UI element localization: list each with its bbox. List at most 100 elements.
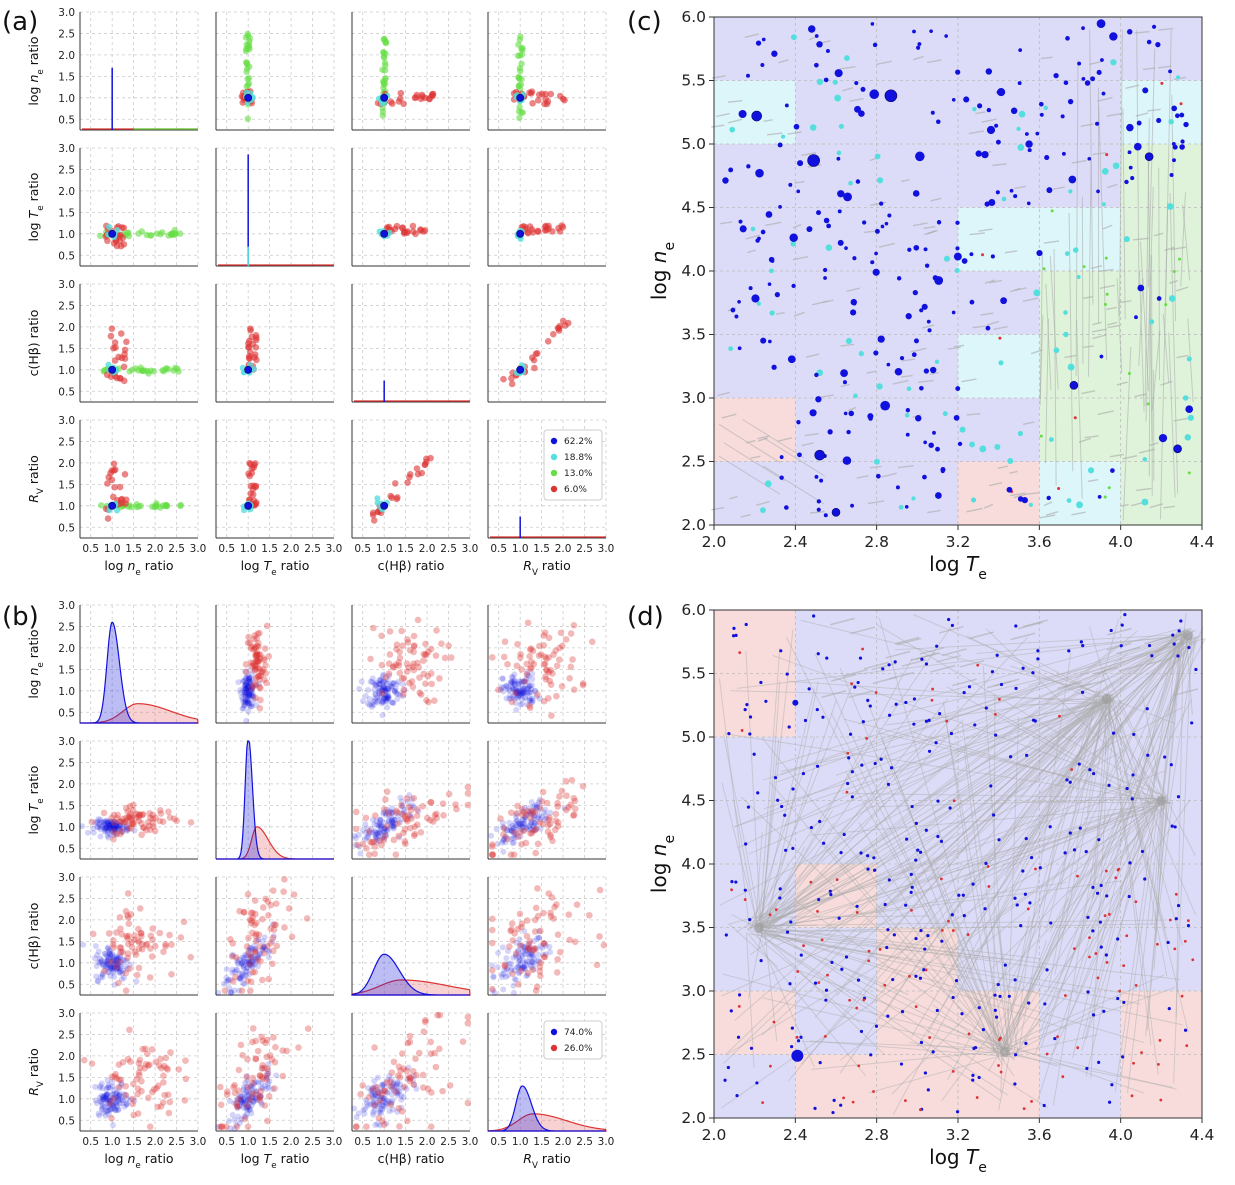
- point-blue: [924, 828, 928, 832]
- point-red: [1134, 900, 1138, 904]
- point-blue: [111, 973, 118, 980]
- point-red: [163, 1064, 170, 1072]
- point-red: [931, 687, 935, 691]
- point-red: [124, 890, 132, 897]
- arrow: [792, 223, 802, 229]
- point-red: [529, 947, 537, 954]
- point-red: [403, 816, 411, 823]
- point-blue: [866, 698, 870, 702]
- point-blue: [850, 795, 854, 799]
- point-red: [517, 650, 524, 658]
- point-cyan: [113, 507, 120, 514]
- point-red: [550, 330, 557, 338]
- point-red: [488, 841, 496, 848]
- point-red: [1061, 1075, 1065, 1079]
- point-blue: [515, 953, 522, 960]
- xtick-label: 2.5: [168, 543, 185, 555]
- point-blue: [108, 819, 115, 826]
- point-blue: [519, 965, 526, 972]
- point-red: [123, 338, 130, 346]
- point-blue: [226, 985, 233, 992]
- point-blue: [388, 817, 395, 824]
- point-blue: [369, 1093, 376, 1100]
- point-blue: [917, 42, 922, 46]
- point-blue: [924, 719, 929, 723]
- point-blue: [793, 123, 800, 130]
- point-red: [1105, 153, 1109, 157]
- point-red: [534, 97, 542, 104]
- arrow-long: [839, 802, 1161, 1062]
- point-blue: [533, 818, 540, 825]
- point-red: [431, 1049, 438, 1057]
- ne-te-plot-c: 2.0 2.4 2.8 3.2 3.6 4.0 4.42.02.53.03.54.04.55…: [647, 8, 1214, 583]
- point-red: [371, 1044, 378, 1051]
- point-blue: [123, 822, 130, 829]
- ytick-label: 2.5: [58, 28, 75, 40]
- point-blue: [1109, 32, 1118, 41]
- point-blue: [394, 1080, 401, 1087]
- point-red: [246, 348, 254, 356]
- point-blue: [380, 229, 389, 238]
- point-blue: [509, 840, 516, 847]
- point-red: [130, 1111, 137, 1119]
- ytick-label: 2.5: [58, 893, 75, 905]
- point-blue: [383, 692, 390, 699]
- point-blue: [1044, 154, 1050, 161]
- point-blue: [500, 836, 507, 843]
- point-red: [255, 1094, 263, 1102]
- point-red: [142, 941, 150, 949]
- point-blue: [241, 686, 248, 693]
- point-blue: [502, 839, 509, 846]
- point-blue: [926, 319, 931, 324]
- point-blue: [250, 1088, 257, 1095]
- point-red: [423, 696, 430, 704]
- point-red: [508, 698, 516, 706]
- point-blue: [1042, 1103, 1046, 1108]
- point-blue: [912, 29, 916, 34]
- point-red: [252, 910, 259, 918]
- arrow-long: [733, 635, 1188, 828]
- point-blue: [123, 823, 130, 830]
- point-cyan: [374, 495, 381, 502]
- point-blue: [250, 682, 257, 689]
- point-red: [244, 639, 252, 647]
- point-red: [1132, 1061, 1135, 1065]
- point-blue: [993, 993, 997, 997]
- point-blue: [385, 687, 392, 694]
- point-blue: [832, 1098, 836, 1102]
- point-red: [740, 729, 744, 732]
- point-blue: [809, 409, 817, 417]
- point-red: [254, 657, 262, 665]
- ytick-label: 2.5: [58, 164, 75, 176]
- point-red: [116, 483, 124, 491]
- point-blue: [102, 963, 109, 970]
- point-red: [140, 824, 147, 831]
- point-blue: [520, 963, 527, 970]
- point-blue: [95, 959, 102, 966]
- arrow: [792, 256, 808, 261]
- point-red: [113, 242, 121, 250]
- point-red: [248, 643, 255, 650]
- point-blue: [730, 307, 736, 313]
- point-red: [243, 1073, 250, 1081]
- point-blue: [96, 821, 103, 828]
- point-blue: [527, 962, 534, 969]
- point-blue: [243, 1110, 250, 1117]
- point-blue: [530, 823, 537, 830]
- point-blue: [93, 1100, 100, 1107]
- point-red: [406, 679, 413, 687]
- point-red: [352, 808, 360, 816]
- point-red: [379, 1117, 386, 1125]
- arrow-long: [1151, 719, 1164, 799]
- point-red: [255, 639, 262, 647]
- point-blue: [246, 1099, 253, 1106]
- point-red: [548, 894, 556, 901]
- point-red: [547, 90, 555, 98]
- point-red: [151, 827, 159, 835]
- point-blue: [399, 811, 406, 818]
- point-blue: [116, 969, 123, 976]
- point-red: [249, 1038, 256, 1046]
- point-blue: [388, 809, 395, 816]
- point-blue: [1046, 495, 1051, 501]
- point-blue: [506, 687, 513, 694]
